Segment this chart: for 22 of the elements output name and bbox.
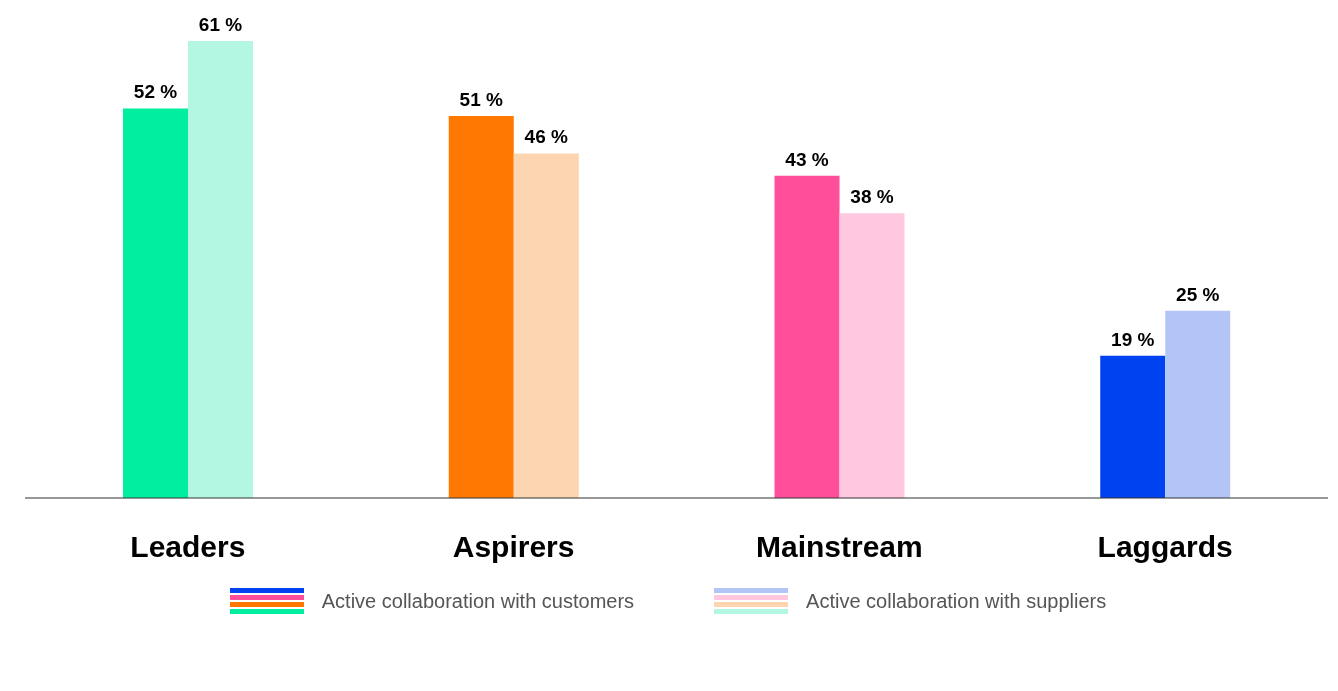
bar [1165,310,1231,498]
bar [839,213,905,498]
data-label: 19 % [1111,328,1155,350]
data-label: 43 % [785,148,829,170]
legend-label: Active collaboration with customers [321,589,635,613]
bar [448,115,514,498]
bar [123,108,188,498]
bar [513,153,579,498]
bar [1100,355,1166,498]
bar [774,175,840,498]
data-label: 52 % [133,81,178,103]
x-tick-label: Aspirers [452,530,575,564]
data-label: 51 % [459,88,504,110]
x-tick-label: Laggards [1097,530,1233,564]
x-tick-label: Leaders [130,530,246,564]
x-tick-label: Mainstream [756,530,923,564]
bar [188,41,253,498]
data-label: 38 % [850,186,894,208]
data-label: 61 % [198,14,243,35]
data-label: 25 % [1176,283,1220,305]
legend-label: Active collaboration with suppliers [806,589,1107,613]
data-label: 46 % [524,126,569,148]
